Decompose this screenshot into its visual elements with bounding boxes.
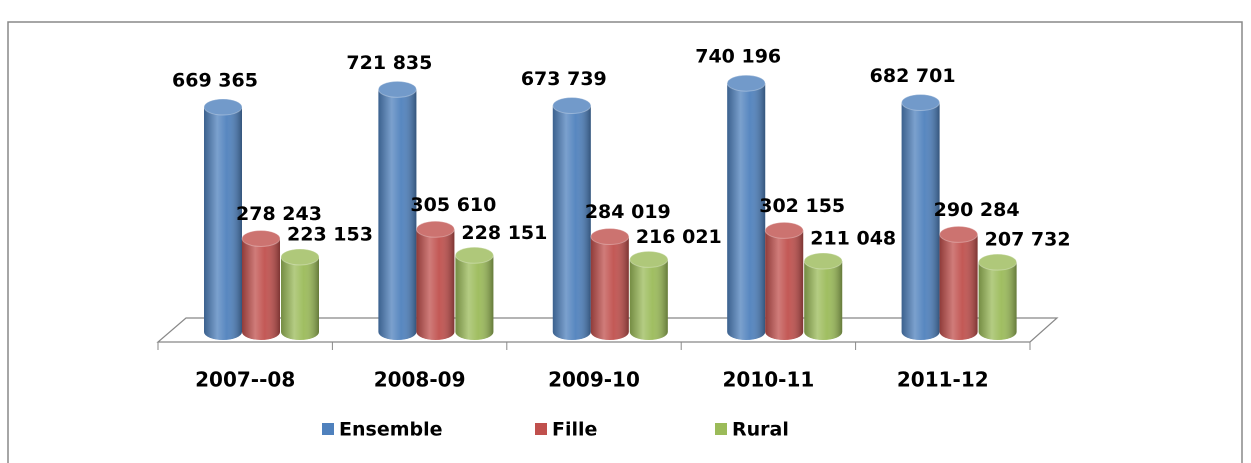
bar bbox=[552, 97, 592, 340]
bar-top-shine bbox=[629, 251, 668, 268]
bar-shade bbox=[242, 238, 280, 340]
bar bbox=[280, 248, 320, 340]
bar-shade bbox=[281, 256, 319, 340]
bar-top-shine bbox=[242, 230, 280, 247]
bar bbox=[415, 220, 455, 340]
data-label: 290 284 bbox=[934, 199, 1020, 221]
bar-shade bbox=[765, 230, 804, 340]
bar-shade bbox=[552, 105, 591, 340]
bar-top bbox=[726, 74, 766, 92]
bar-top bbox=[629, 250, 669, 268]
bar-top bbox=[901, 94, 941, 112]
legend-label: Rural bbox=[732, 419, 789, 441]
bar bbox=[901, 94, 941, 340]
legend-swatch bbox=[715, 423, 727, 435]
data-label: 669 365 bbox=[172, 70, 258, 92]
bar-shade bbox=[629, 259, 668, 340]
data-label: 305 610 bbox=[410, 194, 496, 216]
data-label: 682 701 bbox=[870, 65, 956, 87]
bar-top bbox=[377, 80, 417, 98]
bar bbox=[590, 228, 630, 340]
data-label: 216 021 bbox=[636, 226, 722, 248]
data-label: 740 196 bbox=[695, 46, 781, 68]
bar-top bbox=[764, 221, 804, 239]
bar bbox=[629, 250, 669, 340]
data-label: 278 243 bbox=[236, 203, 322, 225]
x-tick-label: 2008-09 bbox=[374, 368, 466, 392]
bar-top bbox=[454, 246, 494, 264]
bar-shade bbox=[939, 234, 978, 340]
x-tick-label: 2010-11 bbox=[723, 368, 815, 392]
bar-shade bbox=[204, 107, 242, 340]
x-tick-label: 2011-12 bbox=[897, 368, 989, 392]
bar-shade bbox=[901, 102, 940, 340]
bar-shade bbox=[804, 261, 843, 340]
bar-top-shine bbox=[978, 254, 1017, 271]
legend-swatch bbox=[322, 423, 334, 435]
bar-top bbox=[803, 252, 843, 270]
bar bbox=[241, 229, 281, 340]
bar-top-shine bbox=[765, 222, 804, 239]
bar-top-shine bbox=[590, 228, 629, 245]
bar-top-shine bbox=[901, 94, 940, 111]
bar-shade bbox=[978, 262, 1017, 340]
bar-top bbox=[590, 228, 630, 246]
bar-shade bbox=[455, 255, 494, 340]
data-label: 721 835 bbox=[346, 52, 432, 74]
bar-shade bbox=[378, 89, 417, 340]
bar-top-shine bbox=[281, 248, 319, 265]
bar-shade bbox=[727, 83, 766, 340]
bar-top bbox=[415, 220, 455, 238]
bar bbox=[764, 221, 804, 340]
data-label: 207 732 bbox=[985, 229, 1071, 251]
bar-top-shine bbox=[455, 247, 494, 264]
x-tick-label: 2007--08 bbox=[195, 368, 295, 392]
bar-top-shine bbox=[552, 97, 591, 114]
bar-top-shine bbox=[204, 99, 242, 115]
bar bbox=[803, 252, 843, 340]
bar bbox=[939, 225, 979, 340]
bar-top bbox=[552, 97, 592, 115]
bar-top-shine bbox=[378, 81, 417, 98]
bar-top bbox=[280, 248, 320, 266]
bar bbox=[978, 253, 1018, 340]
data-label: 673 739 bbox=[521, 68, 607, 90]
bar-shade bbox=[590, 236, 629, 340]
bar-top bbox=[241, 229, 281, 247]
x-tick-label: 2009-10 bbox=[548, 368, 640, 392]
bar-top-shine bbox=[727, 75, 766, 92]
data-label: 228 151 bbox=[461, 222, 547, 244]
data-label: 302 155 bbox=[759, 195, 845, 217]
bar-top-shine bbox=[416, 221, 455, 238]
bar-top-shine bbox=[939, 226, 978, 243]
bar-top bbox=[939, 225, 979, 243]
bar-top bbox=[203, 98, 243, 116]
bar bbox=[454, 246, 494, 340]
bar-top-shine bbox=[804, 253, 843, 270]
data-label: 223 153 bbox=[287, 223, 373, 245]
bar bbox=[203, 98, 243, 340]
bar bbox=[726, 74, 766, 340]
bar-top bbox=[978, 253, 1018, 271]
data-label: 211 048 bbox=[810, 228, 896, 250]
legend-label: Ensemble bbox=[339, 419, 443, 441]
legend-label: Fille bbox=[552, 419, 597, 441]
bar bbox=[377, 80, 417, 340]
bar-shade bbox=[416, 229, 455, 340]
legend-swatch bbox=[535, 423, 547, 435]
data-label: 284 019 bbox=[585, 201, 671, 223]
